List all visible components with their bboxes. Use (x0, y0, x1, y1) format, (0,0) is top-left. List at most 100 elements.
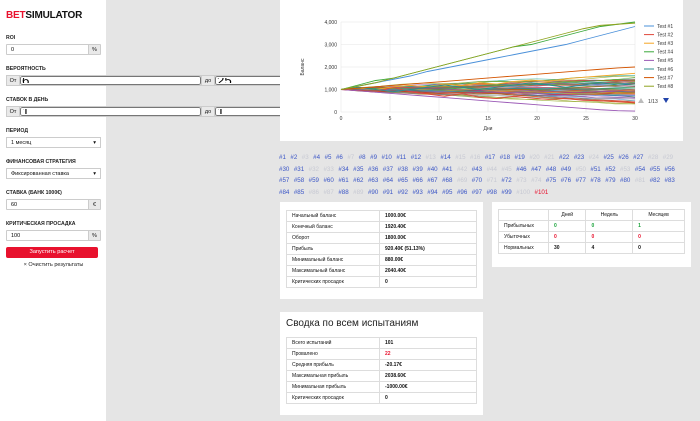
test-link[interactable]: #75 (545, 177, 557, 184)
test-link[interactable]: #5 (324, 154, 332, 161)
strategy-select[interactable]: Фиксированная ставка ▾ (6, 168, 101, 179)
test-link[interactable]: #45 (501, 165, 512, 173)
test-link[interactable]: #24 (588, 154, 599, 161)
test-link[interactable]: #77 (575, 177, 586, 184)
test-link[interactable]: #95 (442, 188, 453, 196)
run-button[interactable]: Запустить расчет (6, 247, 98, 258)
test-link[interactable]: #73 (516, 177, 527, 184)
test-link[interactable]: #23 (573, 154, 585, 161)
test-link[interactable]: #83 (664, 177, 675, 184)
test-link[interactable]: #14 (440, 154, 451, 161)
test-link[interactable]: #97 (471, 188, 483, 196)
triangle-down-icon[interactable] (663, 98, 669, 103)
test-link[interactable]: #25 (603, 154, 614, 161)
test-link[interactable]: #17 (484, 154, 496, 161)
test-link[interactable]: #57 (279, 177, 290, 184)
roi-input[interactable] (7, 45, 88, 54)
test-link[interactable]: #20 (529, 154, 540, 161)
test-link[interactable]: #12 (410, 154, 422, 161)
test-link[interactable]: #50 (575, 165, 586, 173)
test-link[interactable]: #90 (367, 188, 379, 196)
test-link[interactable]: #42 (456, 165, 468, 173)
test-link[interactable]: #10 (381, 154, 392, 161)
test-link[interactable]: #92 (397, 188, 408, 196)
test-link[interactable]: #89 (353, 188, 364, 196)
test-link[interactable]: #39 (412, 165, 423, 173)
test-link[interactable]: #101 (534, 188, 549, 196)
test-link[interactable]: #26 (618, 154, 629, 161)
test-link[interactable]: #62 (353, 177, 364, 184)
test-link[interactable]: #44 (486, 165, 497, 173)
clear-results-link[interactable]: × Очистить результаты (23, 262, 84, 268)
test-link[interactable]: #78 (590, 177, 601, 184)
test-link[interactable]: #48 (545, 165, 557, 173)
test-link[interactable]: #56 (664, 165, 675, 173)
test-link[interactable]: #1 (279, 154, 286, 161)
drawdown-input[interactable] (7, 231, 88, 240)
test-link[interactable]: #70 (471, 177, 483, 184)
test-link[interactable]: #76 (560, 177, 572, 184)
test-link[interactable]: #98 (486, 188, 497, 196)
test-link[interactable]: #84 (279, 188, 290, 196)
test-link[interactable]: #63 (367, 177, 379, 184)
test-link[interactable]: #9 (370, 154, 378, 161)
test-link[interactable]: #40 (427, 165, 438, 173)
test-link[interactable]: #28 (647, 154, 659, 161)
test-link[interactable]: #69 (456, 177, 468, 184)
test-link[interactable]: #8 (358, 154, 366, 161)
test-link[interactable]: #87 (323, 188, 334, 196)
test-link[interactable]: #96 (456, 188, 468, 196)
test-link[interactable]: #38 (397, 165, 408, 173)
test-link[interactable]: #35 (353, 165, 364, 173)
test-link[interactable]: #59 (308, 177, 319, 184)
period-select[interactable]: 1 месяц ▾ (6, 137, 101, 148)
test-link[interactable]: #37 (382, 165, 394, 173)
test-link[interactable]: #15 (455, 154, 466, 161)
test-link[interactable]: #52 (605, 165, 616, 173)
test-link[interactable]: #72 (501, 177, 512, 184)
test-link[interactable]: #18 (499, 154, 511, 161)
test-link[interactable]: #86 (308, 188, 319, 196)
test-link[interactable]: #60 (323, 177, 334, 184)
test-link[interactable]: #94 (427, 188, 438, 196)
test-link[interactable]: #13 (425, 154, 436, 161)
test-link[interactable]: #47 (531, 165, 542, 173)
test-link[interactable]: #34 (338, 165, 349, 173)
probability-from-input[interactable] (20, 76, 201, 85)
test-link[interactable]: #100 (516, 188, 531, 196)
test-link[interactable]: #79 (605, 177, 616, 184)
test-link[interactable]: #74 (531, 177, 542, 184)
test-link[interactable]: #3 (301, 154, 309, 161)
test-link[interactable]: #58 (293, 177, 305, 184)
test-link[interactable]: #93 (412, 188, 423, 196)
test-link[interactable]: #68 (442, 177, 453, 184)
test-link[interactable]: #51 (590, 165, 601, 173)
test-link[interactable]: #16 (470, 154, 481, 161)
test-link[interactable]: #71 (486, 177, 497, 184)
test-link[interactable]: #81 (634, 177, 646, 184)
test-link[interactable]: #49 (560, 165, 572, 173)
test-link[interactable]: #33 (323, 165, 334, 173)
test-link[interactable]: #19 (514, 154, 525, 161)
test-link[interactable]: #2 (290, 154, 298, 161)
test-link[interactable]: #67 (427, 177, 438, 184)
test-link[interactable]: #46 (516, 165, 527, 173)
test-link[interactable]: #6 (335, 154, 343, 161)
test-link[interactable]: #61 (338, 177, 349, 184)
test-link[interactable]: #30 (279, 165, 290, 173)
test-link[interactable]: #11 (396, 154, 407, 161)
test-link[interactable]: #54 (634, 165, 646, 173)
test-link[interactable]: #7 (347, 154, 355, 161)
test-link[interactable]: #53 (620, 165, 631, 173)
test-link[interactable]: #80 (620, 177, 631, 184)
test-link[interactable]: #64 (382, 177, 394, 184)
test-link[interactable]: #55 (649, 165, 661, 173)
test-link[interactable]: #32 (308, 165, 319, 173)
bets-from-input[interactable] (20, 107, 201, 116)
test-link[interactable]: #22 (559, 154, 570, 161)
test-link[interactable]: #85 (293, 188, 305, 196)
stake-input[interactable] (7, 200, 88, 209)
test-link[interactable]: #66 (412, 177, 423, 184)
test-link[interactable]: #27 (633, 154, 644, 161)
test-link[interactable]: #36 (367, 165, 379, 173)
